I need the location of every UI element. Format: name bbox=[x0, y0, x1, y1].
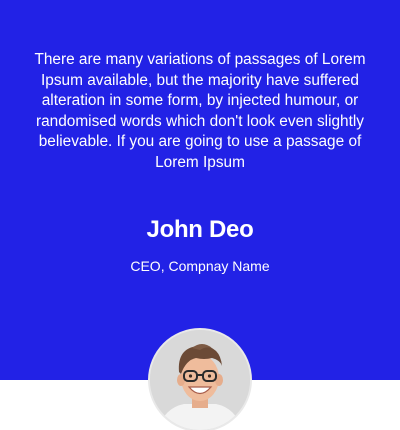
testimonial-panel bbox=[0, 0, 400, 380]
person-avatar-icon bbox=[150, 330, 250, 430]
avatar bbox=[150, 330, 250, 430]
person-name: John Deo bbox=[146, 216, 254, 243]
person-role: CEO, Compnay Name bbox=[130, 258, 270, 274]
testimonial-quote: There are many variations of passages of… bbox=[34, 51, 366, 171]
